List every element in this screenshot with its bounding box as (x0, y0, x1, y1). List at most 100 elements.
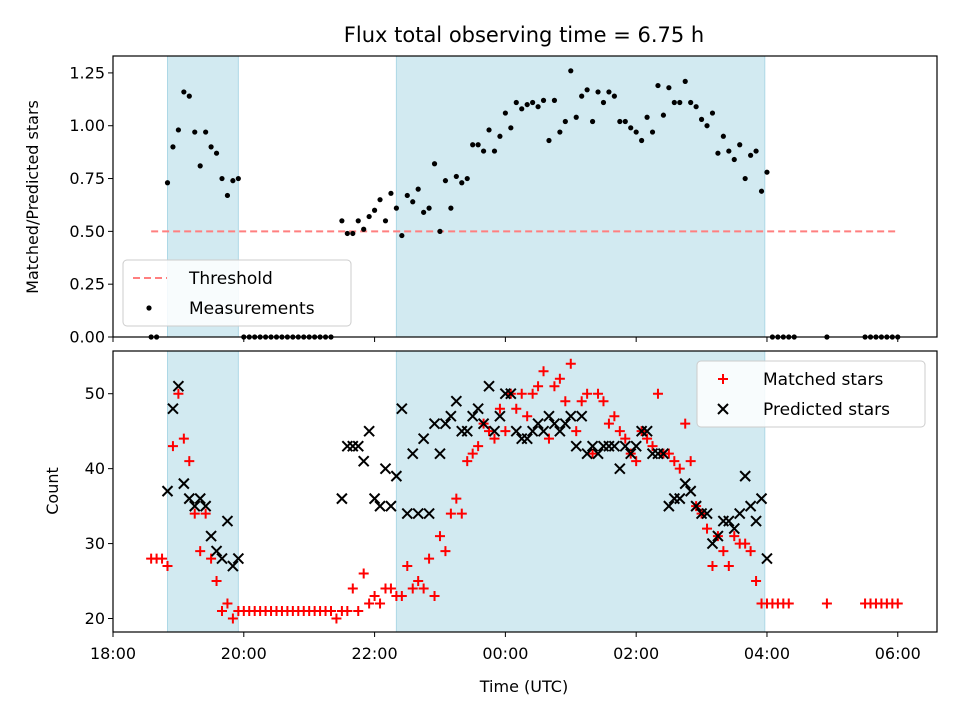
measurement-point (731, 156, 737, 163)
measurement-point (753, 148, 759, 154)
matched-star-point (434, 531, 445, 542)
predicted-star-point (701, 507, 713, 520)
matched-star-point (751, 576, 762, 587)
measurement-point (442, 178, 449, 184)
predicted-star-point (614, 462, 626, 475)
predicted-star-point (434, 447, 446, 460)
matched-star-point (783, 598, 794, 609)
measurement-point (192, 129, 198, 135)
predicted-star-point (379, 462, 392, 475)
matched-star-point (347, 583, 358, 594)
matched-star-point (740, 538, 751, 549)
predicted-star-point (477, 417, 490, 430)
measurement-point (459, 180, 465, 186)
measurement-point (437, 228, 443, 234)
legend-label: Measurements (189, 299, 315, 319)
top-legend: Threshold Measurements (122, 259, 352, 327)
measurement-point (698, 116, 705, 122)
predicted-star-point (385, 500, 397, 512)
predicted-star-point (559, 417, 572, 430)
bottom-legend: Matched stars Predicted stars (696, 360, 926, 428)
measurement-point (726, 148, 732, 154)
x-tick-label: 00:00 (482, 644, 528, 663)
matched-star-point (745, 546, 756, 557)
x-axis-label: Time (UTC) (479, 677, 568, 696)
predicted-star-point (216, 552, 228, 565)
predicted-star-point (755, 492, 768, 505)
measurement-point (595, 89, 601, 95)
measurement-point (758, 188, 765, 194)
matched-star-point (571, 426, 582, 437)
matched-star-point (167, 441, 178, 452)
matched-star-point (429, 591, 440, 602)
matched-star-point (375, 598, 386, 609)
measurement-point (562, 118, 568, 125)
y-tick-label: 0.00 (69, 328, 105, 347)
predicted-star-point (428, 417, 441, 430)
measurement-point (540, 97, 547, 103)
predicted-star-point (396, 402, 408, 415)
measurement-point (350, 230, 356, 237)
measurement-point (688, 99, 694, 106)
predicted-star-point (575, 410, 588, 422)
predicted-star-point (750, 515, 762, 527)
measurement-point (704, 123, 710, 129)
predicted-star-point (483, 380, 495, 392)
matched-star-point (331, 613, 342, 624)
measurement-point (170, 144, 176, 150)
measurement-point (589, 118, 596, 125)
plot-frame (112, 350, 938, 633)
y-tick-label: 50 (85, 384, 105, 403)
measurement-point (600, 99, 607, 106)
matched-star-point (723, 561, 734, 572)
predicted-star-point (210, 545, 223, 557)
measurement-point (551, 97, 558, 103)
x-tick-label: 18:00 (90, 644, 136, 663)
x-tick-label: 20:00 (221, 644, 267, 663)
bottom-panel: 20 30 40 50 18:00 20:00 22:00 00:00 02:00 04:00 06… (85, 350, 938, 663)
measurement-point (486, 127, 492, 133)
legend-measurement-swatch (146, 305, 152, 311)
matched-star-point (222, 598, 233, 609)
predicted-star-point (744, 500, 757, 512)
predicted-star-point (178, 477, 190, 490)
legend-box (122, 259, 352, 327)
matched-star-point (652, 388, 663, 399)
predicted-star-point (641, 425, 653, 437)
predicted-star-point (221, 515, 234, 527)
matched-star-point (473, 441, 484, 452)
measurement-point (448, 205, 454, 211)
predicted-star-point (445, 410, 457, 422)
matched-star-point (593, 388, 604, 399)
predicted-star-point (608, 440, 621, 452)
matched-star-point (522, 411, 533, 422)
predicted-star-point (537, 425, 550, 437)
measurement-point (764, 169, 770, 175)
predicted-star-point (450, 395, 463, 407)
matched-star-point (609, 411, 620, 422)
x-tick-label: 02:00 (613, 644, 659, 663)
matched-star-point (680, 418, 691, 429)
predicted-star-point (526, 425, 539, 437)
matched-star-point (451, 493, 462, 504)
matched-star-point (424, 553, 435, 564)
predicted-star-point (368, 492, 381, 505)
matched-star-point (533, 381, 544, 392)
matched-star-point (576, 396, 587, 407)
predicted-star-point (510, 425, 522, 437)
chart-title: Flux total observing time = 6.75 h (344, 23, 704, 47)
predicted-star-point (341, 440, 354, 452)
measurement-point (410, 199, 416, 205)
y-tick-label: 40 (85, 459, 105, 478)
matched-star-point (598, 396, 609, 407)
measurement-point (470, 142, 476, 148)
y-tick-label: 1.00 (69, 116, 105, 135)
measurement-point (393, 205, 399, 211)
predicted-star-point (679, 477, 691, 490)
matched-star-point (511, 403, 522, 414)
predicted-star-point (374, 500, 386, 512)
measurement-point (464, 175, 470, 182)
predicted-star-point (363, 425, 375, 437)
predicted-star-point (554, 425, 566, 437)
matched-star-point (462, 456, 473, 467)
